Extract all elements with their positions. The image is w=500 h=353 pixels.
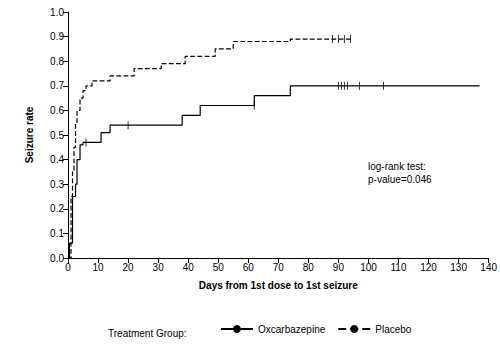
svg-text:0.0: 0.0: [50, 253, 64, 264]
svg-text:Seizure rate: Seizure rate: [24, 106, 35, 163]
svg-text:120: 120: [420, 262, 437, 273]
svg-text:80: 80: [303, 262, 315, 273]
svg-text:40: 40: [183, 262, 195, 273]
svg-text:p-value=0.046: p-value=0.046: [368, 174, 432, 185]
svg-text:0.8: 0.8: [50, 56, 64, 67]
svg-text:0.9: 0.9: [50, 31, 64, 42]
svg-text:20: 20: [123, 262, 135, 273]
svg-text:10: 10: [92, 262, 104, 273]
svg-text:Placebo: Placebo: [375, 324, 412, 335]
svg-text:100: 100: [360, 262, 377, 273]
svg-text:0.3: 0.3: [50, 179, 64, 190]
svg-text:Oxcarbazepine: Oxcarbazepine: [258, 324, 326, 335]
svg-text:Days from 1st dose to 1st seiz: Days from 1st dose to 1st seizure: [199, 280, 358, 291]
svg-text:0: 0: [65, 262, 71, 273]
svg-text:60: 60: [243, 262, 255, 273]
svg-text:70: 70: [273, 262, 285, 273]
svg-text:140: 140: [480, 262, 497, 273]
svg-text:110: 110: [391, 262, 407, 273]
svg-text:1.0: 1.0: [50, 7, 64, 18]
svg-text:90: 90: [333, 262, 345, 273]
svg-text:0.7: 0.7: [50, 80, 64, 91]
svg-text:0.2: 0.2: [50, 203, 64, 214]
svg-text:0.5: 0.5: [50, 130, 64, 141]
svg-text:log-rank test:: log-rank test:: [368, 161, 426, 172]
svg-text:30: 30: [153, 262, 165, 273]
svg-text:50: 50: [213, 262, 225, 273]
svg-text:0.1: 0.1: [50, 228, 64, 239]
svg-text:130: 130: [450, 262, 467, 273]
svg-text:Treatment Group:: Treatment Group:: [108, 328, 187, 339]
svg-text:0.4: 0.4: [50, 154, 64, 165]
svg-text:0.6: 0.6: [50, 105, 64, 116]
